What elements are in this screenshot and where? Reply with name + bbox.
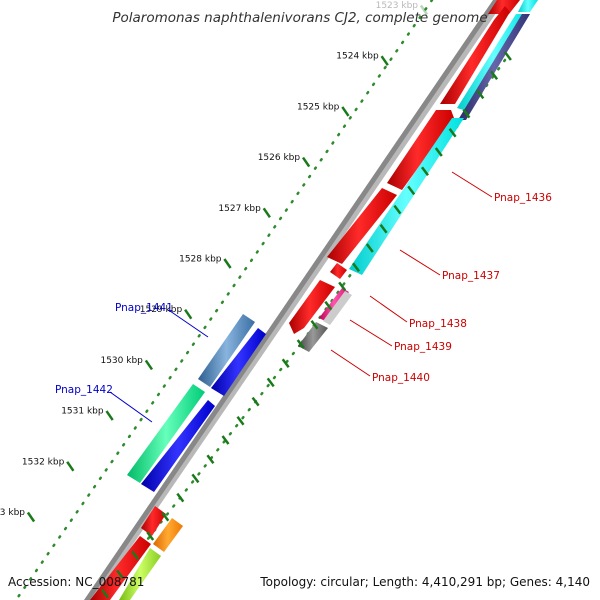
gene-navy-1 <box>458 14 530 120</box>
inner-dotted-line-lower <box>98 343 302 600</box>
ruler-tick <box>341 106 350 117</box>
ruler-tick <box>105 410 114 421</box>
inner-tick <box>116 569 125 580</box>
ruler-tick-label: 1528 kbp <box>179 255 222 265</box>
gene-red-top-1 <box>488 0 520 14</box>
ruler-tick-label: 1533 kbp <box>0 508 25 518</box>
ruler-tick-label: 1526 kbp <box>258 153 301 163</box>
gene-labels: Pnap_1436 Pnap_1437 Pnap_1438 Pnap_1439 … <box>55 192 552 396</box>
map-title: Polaromonas naphthalenivorans CJ2, compl… <box>112 10 487 26</box>
inner-tick <box>310 320 319 330</box>
gene-red-2 <box>387 110 454 190</box>
callout-line-pnap-1438 <box>369 295 408 323</box>
gene-callouts <box>109 171 493 423</box>
inner-tick <box>448 128 457 138</box>
gene-features <box>90 0 538 600</box>
ruler-ticks: 1523 kbp 1524 kbp 1525 kbp 1526 kbp 1527 kbp… <box>0 1 429 523</box>
gene-red-bottom-1 <box>141 506 166 536</box>
backbone-line <box>84 0 499 600</box>
inner-tick <box>191 473 200 484</box>
gene-blue-2 <box>141 400 215 492</box>
inner-tick <box>146 531 155 541</box>
inner-tick <box>266 377 275 388</box>
gene-label-pnap-1436[interactable]: Pnap_1436 <box>494 192 552 204</box>
ruler-tick-label: 1523 kbp <box>376 1 419 11</box>
gene-label-pnap-1438[interactable]: Pnap_1438 <box>409 318 467 330</box>
ruler-tick <box>419 4 429 16</box>
gene-orange <box>153 518 183 552</box>
inner-tick <box>296 339 305 349</box>
inner-tick <box>352 262 360 272</box>
inner-tick <box>365 243 374 253</box>
ruler-tick-label: 1532 kbp <box>22 457 65 467</box>
ruler-tick <box>26 511 36 523</box>
inner-tick <box>161 512 170 522</box>
ruler-dotted-line <box>14 0 434 600</box>
ruler-tick <box>184 308 193 320</box>
inner-tick <box>221 435 230 445</box>
gene-steel <box>198 314 255 387</box>
ruler-tick-label: 1525 kbp <box>297 102 340 112</box>
inner-tick <box>407 185 416 196</box>
gene-lime <box>119 548 161 600</box>
gene-blue-1 <box>211 328 266 396</box>
inner-tick <box>101 588 109 599</box>
inner-tick <box>393 204 402 215</box>
ruler-tick <box>66 461 75 472</box>
inner-tick <box>476 89 485 100</box>
gene-label-pnap-1440[interactable]: Pnap_1440 <box>372 372 430 384</box>
gene-red-bottom-2 <box>90 536 151 600</box>
ruler-tick-label: 1524 kbp <box>336 52 379 62</box>
gene-red-4 <box>330 263 347 279</box>
gene-label-pnap-1441[interactable]: Pnap_1441 <box>115 302 173 314</box>
accession-text: Accession: NC_008781 <box>8 575 145 589</box>
callout-line-pnap-1436 <box>451 171 493 198</box>
ruler-tick <box>223 258 232 269</box>
inner-tick <box>324 300 333 311</box>
callout-line-pnap-1442 <box>109 391 153 423</box>
gene-label-pnap-1439[interactable]: Pnap_1439 <box>394 341 452 353</box>
inner-tick <box>434 147 443 157</box>
inner-tick <box>236 416 245 426</box>
inner-tick <box>462 108 471 119</box>
kbp-ruler <box>14 0 434 600</box>
callout-line-pnap-1441 <box>169 310 209 338</box>
ruler-tick <box>144 359 154 371</box>
gene-red-5 <box>289 280 335 334</box>
inner-tick <box>176 492 185 503</box>
inner-tick <box>281 358 290 368</box>
gene-cyan-2 <box>349 118 464 275</box>
ruler-tick-label: 1527 kbp <box>218 204 261 214</box>
inner-tick <box>490 70 499 80</box>
gene-red-1 <box>440 6 510 104</box>
genome-backbone <box>84 0 505 600</box>
inner-ticks <box>101 51 512 599</box>
gene-green <box>127 384 205 483</box>
inner-tick <box>251 396 260 407</box>
inner-tick <box>131 550 140 560</box>
ruler-tick-label: 1530 kbp <box>100 356 143 366</box>
gene-red-3 <box>327 188 397 264</box>
inner-tick <box>338 281 347 292</box>
gene-cyan-top <box>518 0 538 12</box>
ruler-tick <box>262 207 271 219</box>
inner-tick <box>421 166 429 176</box>
genome-stats-text: Topology: circular; Length: 4,410,291 bp… <box>260 575 590 589</box>
callout-line-pnap-1439 <box>349 319 393 347</box>
ruler-tick <box>301 156 311 168</box>
inner-tick <box>503 51 512 61</box>
gene-gray-light <box>323 291 352 325</box>
ruler-tick-label: 1529 kbp <box>140 305 183 315</box>
ruler-tick <box>380 55 389 66</box>
inner-tick <box>379 224 388 234</box>
callout-line-pnap-1440 <box>330 349 371 377</box>
callout-line-pnap-1437 <box>399 249 441 276</box>
gene-label-pnap-1437[interactable]: Pnap_1437 <box>442 270 500 282</box>
gene-label-pnap-1442[interactable]: Pnap_1442 <box>55 384 113 396</box>
inner-tick <box>206 454 215 464</box>
gene-gray-dark <box>298 322 328 352</box>
ruler-tick-label: 1531 kbp <box>61 407 104 417</box>
